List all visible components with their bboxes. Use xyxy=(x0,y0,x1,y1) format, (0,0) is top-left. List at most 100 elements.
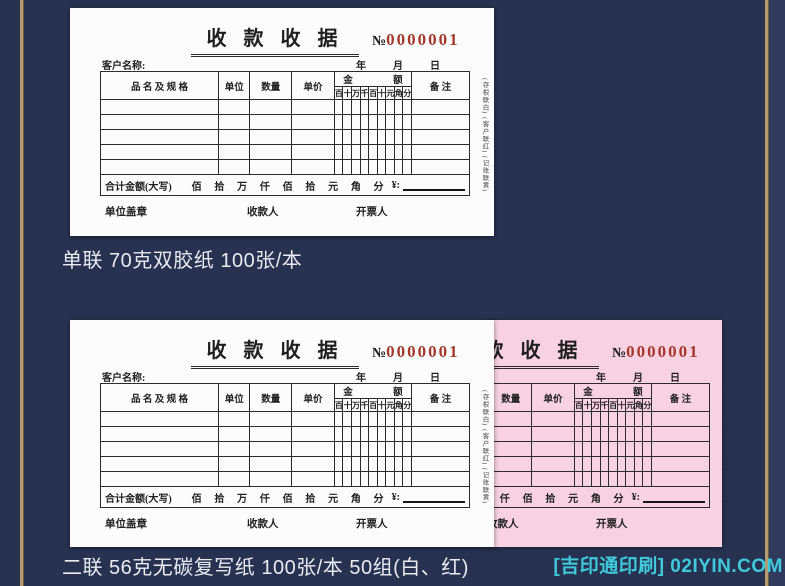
total-digit: 元 xyxy=(328,181,339,193)
digit-header: 角 xyxy=(633,398,644,412)
amount-digit-header-row: 百 十 万 千 百 十 元 角 分 xyxy=(490,398,710,412)
blank-cell xyxy=(359,441,370,457)
blank-cell xyxy=(249,129,293,145)
col-unit-header: 单位 xyxy=(218,383,251,412)
blank-cell xyxy=(642,426,652,442)
total-line: 合计金额(大写) 佰 拾 万 仟 佰 拾 元 角 分 xyxy=(490,490,705,505)
caption-two-ply: 二联 56克无碳复写纸 100张/本 50组(白、红) xyxy=(62,557,469,579)
day-label: 日 xyxy=(670,373,680,384)
blank-cell xyxy=(616,426,627,442)
blank-cell xyxy=(333,144,344,160)
blank-cell xyxy=(359,144,370,160)
digit-header: 千 xyxy=(359,86,370,100)
blank-cell xyxy=(599,456,610,472)
caption-single-ply: 单联 70克双胶纸 100张/本 xyxy=(62,250,303,272)
total-digit: 仟 xyxy=(259,493,270,505)
meta-row: 客户名称: 年 月 日 xyxy=(102,369,470,384)
blank-cell xyxy=(591,426,601,442)
blank-cell xyxy=(291,144,335,160)
blank-cell xyxy=(625,426,635,442)
blank-cell xyxy=(376,114,387,130)
digit-header: 千 xyxy=(599,398,610,412)
receipt-title-underline: 收 款 收 据 xyxy=(191,334,359,369)
left-gold-border-line xyxy=(20,0,24,586)
blank-cell xyxy=(99,144,220,160)
col-price-header: 单价 xyxy=(291,71,335,100)
total-digit: 分 xyxy=(373,181,384,193)
blank-cell xyxy=(351,411,361,427)
total-digit: 佰 xyxy=(282,181,293,193)
blank-cell xyxy=(351,159,361,175)
blank-cell xyxy=(650,411,711,427)
digit-header: 十 xyxy=(376,86,387,100)
blank-cell xyxy=(249,144,293,160)
blank-cell xyxy=(368,411,378,427)
blank-cell xyxy=(393,471,404,487)
payee-label: 收款人 xyxy=(490,519,519,530)
copy-color-side-note: (存根联白) (客户联红) (记账联黄) xyxy=(719,390,722,514)
blank-cell xyxy=(490,456,533,472)
table-row xyxy=(490,411,711,427)
blank-cell xyxy=(376,144,387,160)
digit-header: 千 xyxy=(359,398,370,412)
blank-cell xyxy=(490,441,533,457)
blank-cell xyxy=(608,411,618,427)
table-row xyxy=(99,114,471,130)
blank-cell xyxy=(402,114,412,130)
digit-header: 万 xyxy=(351,398,361,412)
blank-cell xyxy=(291,99,335,115)
blank-cell xyxy=(359,99,370,115)
signature-row: 单位盖章 收款人 开票人 xyxy=(70,516,494,532)
digit-header: 百 xyxy=(368,398,378,412)
total-digit: 分 xyxy=(373,493,384,505)
total-amount-label: 合计金额(大写) xyxy=(105,181,172,193)
amount-fill-line xyxy=(643,492,705,503)
digit-header: 分 xyxy=(642,398,652,412)
drawer-label: 开票人 xyxy=(356,207,388,218)
customer-name-label: 客户名称: xyxy=(102,373,146,384)
blank-cell xyxy=(351,471,361,487)
blank-cell xyxy=(376,456,387,472)
blank-cell xyxy=(642,411,652,427)
unit-seal-label: 单位盖章 xyxy=(105,207,147,218)
blank-cell xyxy=(351,426,361,442)
blank-cell xyxy=(625,441,635,457)
blank-cell xyxy=(249,426,293,442)
blank-cell xyxy=(625,411,635,427)
blank-cell xyxy=(385,159,395,175)
table-row xyxy=(99,441,471,457)
blank-cell xyxy=(410,159,471,175)
digit-header: 十 xyxy=(342,86,352,100)
blank-cell xyxy=(490,471,533,487)
blank-cell xyxy=(410,144,471,160)
currency-symbol: ¥: xyxy=(631,491,640,503)
blank-cell xyxy=(410,456,471,472)
blank-cell xyxy=(359,471,370,487)
blank-cell xyxy=(351,129,361,145)
col-amount-header: 金 额 xyxy=(573,383,652,399)
blank-cell xyxy=(625,471,635,487)
blank-cell xyxy=(591,411,601,427)
col-price-header: 单价 xyxy=(291,383,335,412)
blank-cell xyxy=(359,411,370,427)
digit-header: 百 xyxy=(333,398,344,412)
blank-cell xyxy=(385,114,395,130)
col-qty-header: 数量 xyxy=(490,383,533,412)
blank-cell xyxy=(218,426,251,442)
blank-cell xyxy=(99,426,220,442)
blank-cell xyxy=(410,471,471,487)
blank-cell xyxy=(642,441,652,457)
blank-cell xyxy=(342,144,352,160)
blank-cell xyxy=(642,456,652,472)
total-digit-labels: 佰 拾 万 仟 佰 拾 元 角 分 xyxy=(192,490,384,505)
blank-cell xyxy=(376,411,387,427)
table-row xyxy=(99,471,471,487)
receipt-table: 品 名 及 规 格 单位 数量 单价 金 额 备 注 百 十 万 千 百 十 元… xyxy=(490,383,711,508)
digit-header: 角 xyxy=(393,398,404,412)
digit-header: 分 xyxy=(402,86,412,100)
blank-cell xyxy=(608,471,618,487)
col-qty-header: 数量 xyxy=(249,383,293,412)
blank-cell xyxy=(410,441,471,457)
col-remark-header: 备 注 xyxy=(650,383,711,412)
blank-cell xyxy=(599,426,610,442)
